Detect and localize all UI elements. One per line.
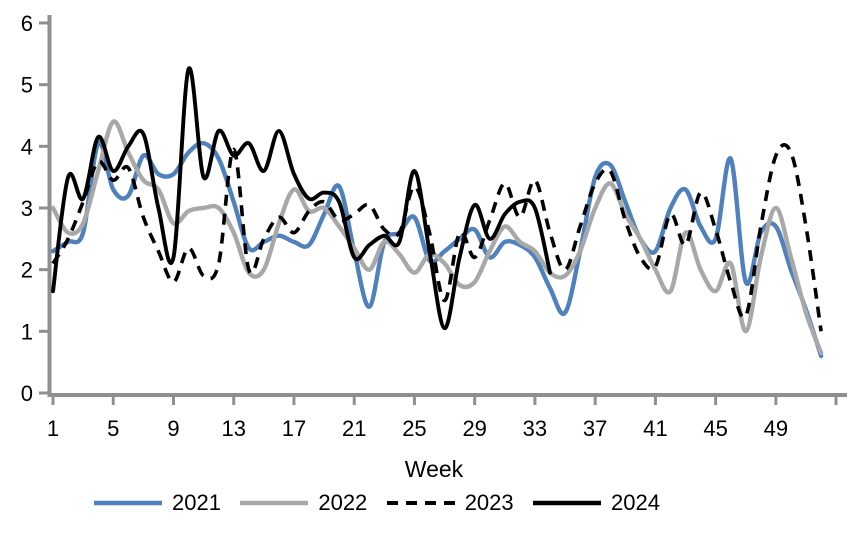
- x-tick-label: 9: [167, 416, 179, 441]
- legend-line-sample-dashed: [386, 501, 455, 505]
- legend-label-2022: 2022: [318, 490, 368, 515]
- legend-item-2024: 2024: [531, 492, 660, 514]
- y-tick-label: 5: [21, 73, 33, 98]
- x-tick-label: 33: [523, 416, 547, 441]
- series-line-2022: [50, 119, 824, 356]
- y-tick-label: 4: [21, 134, 33, 159]
- legend-line-sample-solid: [533, 500, 602, 506]
- y-tick-label: 1: [21, 319, 33, 344]
- x-tick-label: 21: [342, 416, 366, 441]
- y-tick-label: 3: [21, 196, 33, 221]
- legend-line-sample-solid: [94, 500, 162, 506]
- y-tick-label: 0: [21, 381, 33, 406]
- y-tick-label: 2: [21, 258, 33, 283]
- x-tick-label: 25: [402, 416, 426, 441]
- x-tick-label: 5: [107, 416, 119, 441]
- legend-item-2022: 2022: [238, 492, 367, 514]
- legend-label-2024: 2024: [611, 490, 660, 515]
- legend-item-2023: 2023: [385, 492, 514, 514]
- x-tick-label: 41: [643, 416, 667, 441]
- legend-label-2021: 2021: [172, 490, 221, 515]
- series-line-2023: [51, 143, 823, 332]
- x-tick-label: 13: [221, 416, 245, 441]
- series-line-2021: [50, 140, 824, 359]
- legend-line-sample-solid: [240, 500, 309, 506]
- x-tick-label: 49: [764, 416, 788, 441]
- x-tick-label: 45: [703, 416, 727, 441]
- x-tick-label: 29: [462, 416, 486, 441]
- y-tick-label: 6: [21, 11, 33, 36]
- chart-legend: 2021 2022 2023 2024: [92, 492, 660, 514]
- x-axis-title: Week: [405, 456, 464, 482]
- x-tick-label: 17: [282, 416, 306, 441]
- series-lines: [50, 66, 824, 359]
- x-tick-label: 37: [583, 416, 607, 441]
- legend-item-2021: 2021: [92, 492, 221, 514]
- x-tick-label: 1: [47, 416, 59, 441]
- series-line-2024: [51, 66, 552, 331]
- legend-label-2023: 2023: [464, 490, 514, 515]
